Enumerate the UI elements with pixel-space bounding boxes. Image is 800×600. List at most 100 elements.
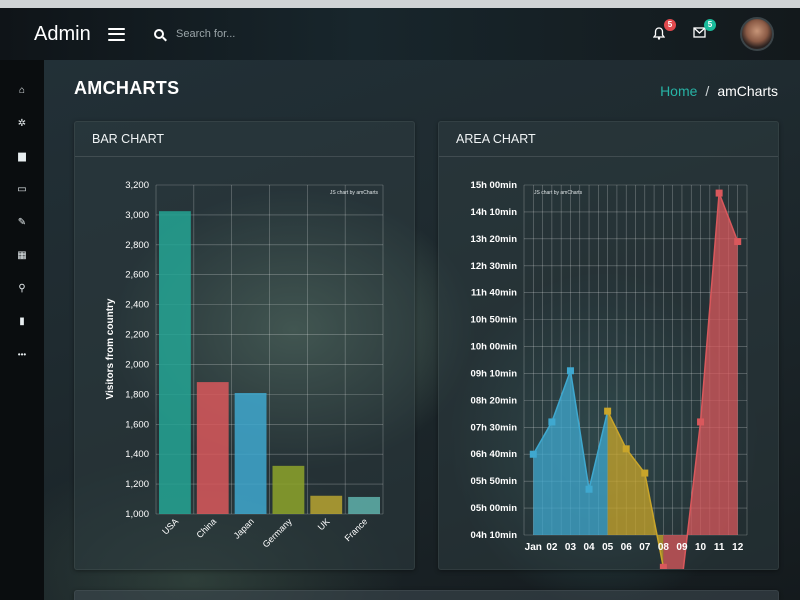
bar-germany[interactable] bbox=[272, 465, 305, 514]
bar-xtick-label: Japan bbox=[232, 516, 256, 540]
sidebar-home-icon[interactable]: ⌂ bbox=[18, 84, 26, 96]
area-ytick-label: 07h 30min bbox=[471, 422, 518, 433]
user-avatar[interactable] bbox=[740, 17, 774, 51]
area-ytick-label: 04h 10min bbox=[471, 530, 518, 541]
area-point-jan[interactable] bbox=[529, 450, 537, 458]
area-ytick-label: 10h 00min bbox=[471, 342, 518, 353]
breadcrumb: Home / amCharts bbox=[660, 83, 778, 99]
sidebar-more-icon[interactable]: ••• bbox=[17, 349, 27, 359]
search-bar bbox=[154, 28, 376, 40]
bar-japan[interactable] bbox=[234, 393, 267, 514]
area-ytick-label: 12h 30min bbox=[471, 261, 518, 272]
bar-ytick-label: 1,400 bbox=[125, 449, 149, 460]
area-segment-2 bbox=[663, 193, 738, 569]
next-panel bbox=[74, 590, 779, 600]
area-chart: 04h 10min 05h 00min 05h 50min 06h 40min 07h … bbox=[471, 180, 748, 569]
sidebar-map-marker-icon[interactable]: ⚲ bbox=[18, 282, 26, 294]
search-icon[interactable] bbox=[154, 29, 164, 39]
bar-chart-ylabel: Visitors from country bbox=[105, 298, 116, 399]
bar-xtick-label: USA bbox=[160, 516, 180, 536]
area-xtick-label: Jan bbox=[525, 542, 542, 553]
bar-ytick-label: 2,000 bbox=[125, 359, 149, 370]
top-navbar: Admin 5 5 bbox=[0, 8, 800, 60]
area-xtick-label: 12 bbox=[732, 542, 744, 553]
sidebar-bar-chart-icon[interactable]: ▆ bbox=[18, 150, 26, 162]
area-xtick-label: 11 bbox=[714, 542, 725, 553]
sidebar-file-icon[interactable]: ▮ bbox=[19, 315, 25, 327]
bar-ytick-label: 2,800 bbox=[125, 240, 149, 251]
bar-xtick-label: France bbox=[343, 516, 370, 543]
bar-chart-panel: BAR CHART 1,000 1,200 1,400 1,600 1,800 2,000… bbox=[74, 121, 415, 570]
bar-ytick-label: 2,200 bbox=[125, 330, 149, 341]
area-ytick-label: 13h 20min bbox=[471, 234, 518, 245]
area-point-10[interactable] bbox=[697, 418, 705, 426]
bar-chart-credit[interactable]: JS chart by amCharts bbox=[330, 190, 379, 196]
bell-icon[interactable]: 5 bbox=[652, 19, 676, 41]
bar-chart-title: BAR CHART bbox=[75, 122, 414, 157]
area-xtick-label: 02 bbox=[546, 542, 558, 553]
breadcrumb-separator: / bbox=[705, 83, 710, 99]
bar-ytick-label: 3,000 bbox=[125, 210, 149, 221]
bar-ytick-label: 2,600 bbox=[125, 270, 149, 281]
area-xtick-label: 08 bbox=[658, 542, 670, 553]
bar-france[interactable] bbox=[348, 496, 380, 514]
area-ytick-label: 09h 10min bbox=[471, 368, 518, 379]
top-icons: 5 5 bbox=[652, 8, 774, 60]
area-point-04[interactable] bbox=[585, 485, 593, 493]
area-ytick-label: 15h 00min bbox=[471, 180, 518, 191]
area-point-05[interactable] bbox=[604, 407, 612, 415]
area-ytick-label: 11h 40min bbox=[471, 288, 517, 299]
breadcrumb-home-link[interactable]: Home bbox=[660, 83, 698, 99]
bar-ytick-label: 1,000 bbox=[125, 509, 149, 520]
area-segment-1 bbox=[607, 411, 664, 568]
sidebar-monitor-icon[interactable]: ▭ bbox=[17, 183, 27, 195]
area-chart-credit[interactable]: JS chart by amCharts bbox=[534, 190, 583, 196]
bar-xtick-label: Germany bbox=[261, 516, 295, 550]
area-ytick-label: 05h 50min bbox=[471, 476, 518, 487]
area-chart-panel: AREA CHART 04h 10min 05h 00min 05h 50min 06… bbox=[438, 121, 779, 570]
area-point-11[interactable] bbox=[715, 189, 723, 197]
area-segment-0 bbox=[533, 370, 608, 535]
mail-badge: 5 bbox=[704, 19, 716, 31]
area-point-02[interactable] bbox=[548, 418, 556, 426]
mail-icon[interactable]: 5 bbox=[692, 19, 716, 41]
area-xtick-label: 03 bbox=[565, 542, 577, 553]
top-edge bbox=[0, 0, 800, 8]
area-xtick-label: 05 bbox=[602, 542, 614, 553]
menu-toggle-icon[interactable] bbox=[108, 27, 125, 41]
bar-china[interactable] bbox=[196, 382, 229, 514]
area-ytick-label: 08h 20min bbox=[471, 395, 518, 406]
bar-uk[interactable] bbox=[310, 495, 343, 514]
area-ytick-label: 14h 10min bbox=[471, 207, 518, 218]
page-title: AMCHARTS bbox=[74, 78, 180, 98]
area-point-06[interactable] bbox=[622, 445, 630, 453]
area-ytick-label: 05h 00min bbox=[471, 503, 518, 514]
bar-ytick-label: 2,400 bbox=[125, 300, 149, 311]
area-point-08[interactable] bbox=[659, 563, 667, 569]
area-ytick-label: 06h 40min bbox=[471, 449, 518, 460]
area-point-03[interactable] bbox=[566, 367, 574, 375]
bar-ytick-label: 1,600 bbox=[125, 419, 149, 430]
bar-ytick-label: 1,800 bbox=[125, 389, 149, 400]
bar-xtick-label: China bbox=[194, 516, 218, 540]
bar-ytick-label: 3,200 bbox=[125, 180, 149, 191]
bar-chart: 1,000 1,200 1,400 1,600 1,800 2,000 2,200 2,400… bbox=[105, 180, 384, 550]
brand-title[interactable]: Admin bbox=[34, 22, 91, 45]
search-input[interactable] bbox=[176, 28, 376, 40]
bar-ytick-label: 1,200 bbox=[125, 479, 149, 490]
bar-usa[interactable] bbox=[159, 211, 191, 514]
sidebar-edit-icon[interactable]: ✎ bbox=[17, 216, 27, 228]
area-ytick-label: 10h 50min bbox=[471, 315, 518, 326]
sidebar: ⌂ ✲ ▆ ▭ ✎ ▦ ⚲ ▮ ••• bbox=[0, 60, 44, 600]
area-point-12[interactable] bbox=[734, 238, 742, 246]
area-xtick-label: 04 bbox=[583, 542, 595, 553]
area-chart-title: AREA CHART bbox=[439, 122, 778, 157]
area-point-07[interactable] bbox=[641, 469, 649, 477]
area-xtick-label: 06 bbox=[621, 542, 633, 553]
area-xtick-label: 09 bbox=[676, 542, 688, 553]
bell-badge: 5 bbox=[664, 19, 676, 31]
area-xtick-label: 10 bbox=[695, 542, 707, 553]
area-line-1 bbox=[606, 410, 665, 568]
sidebar-grid-icon[interactable]: ▦ bbox=[17, 249, 27, 261]
sidebar-gear-icon[interactable]: ✲ bbox=[17, 117, 27, 129]
